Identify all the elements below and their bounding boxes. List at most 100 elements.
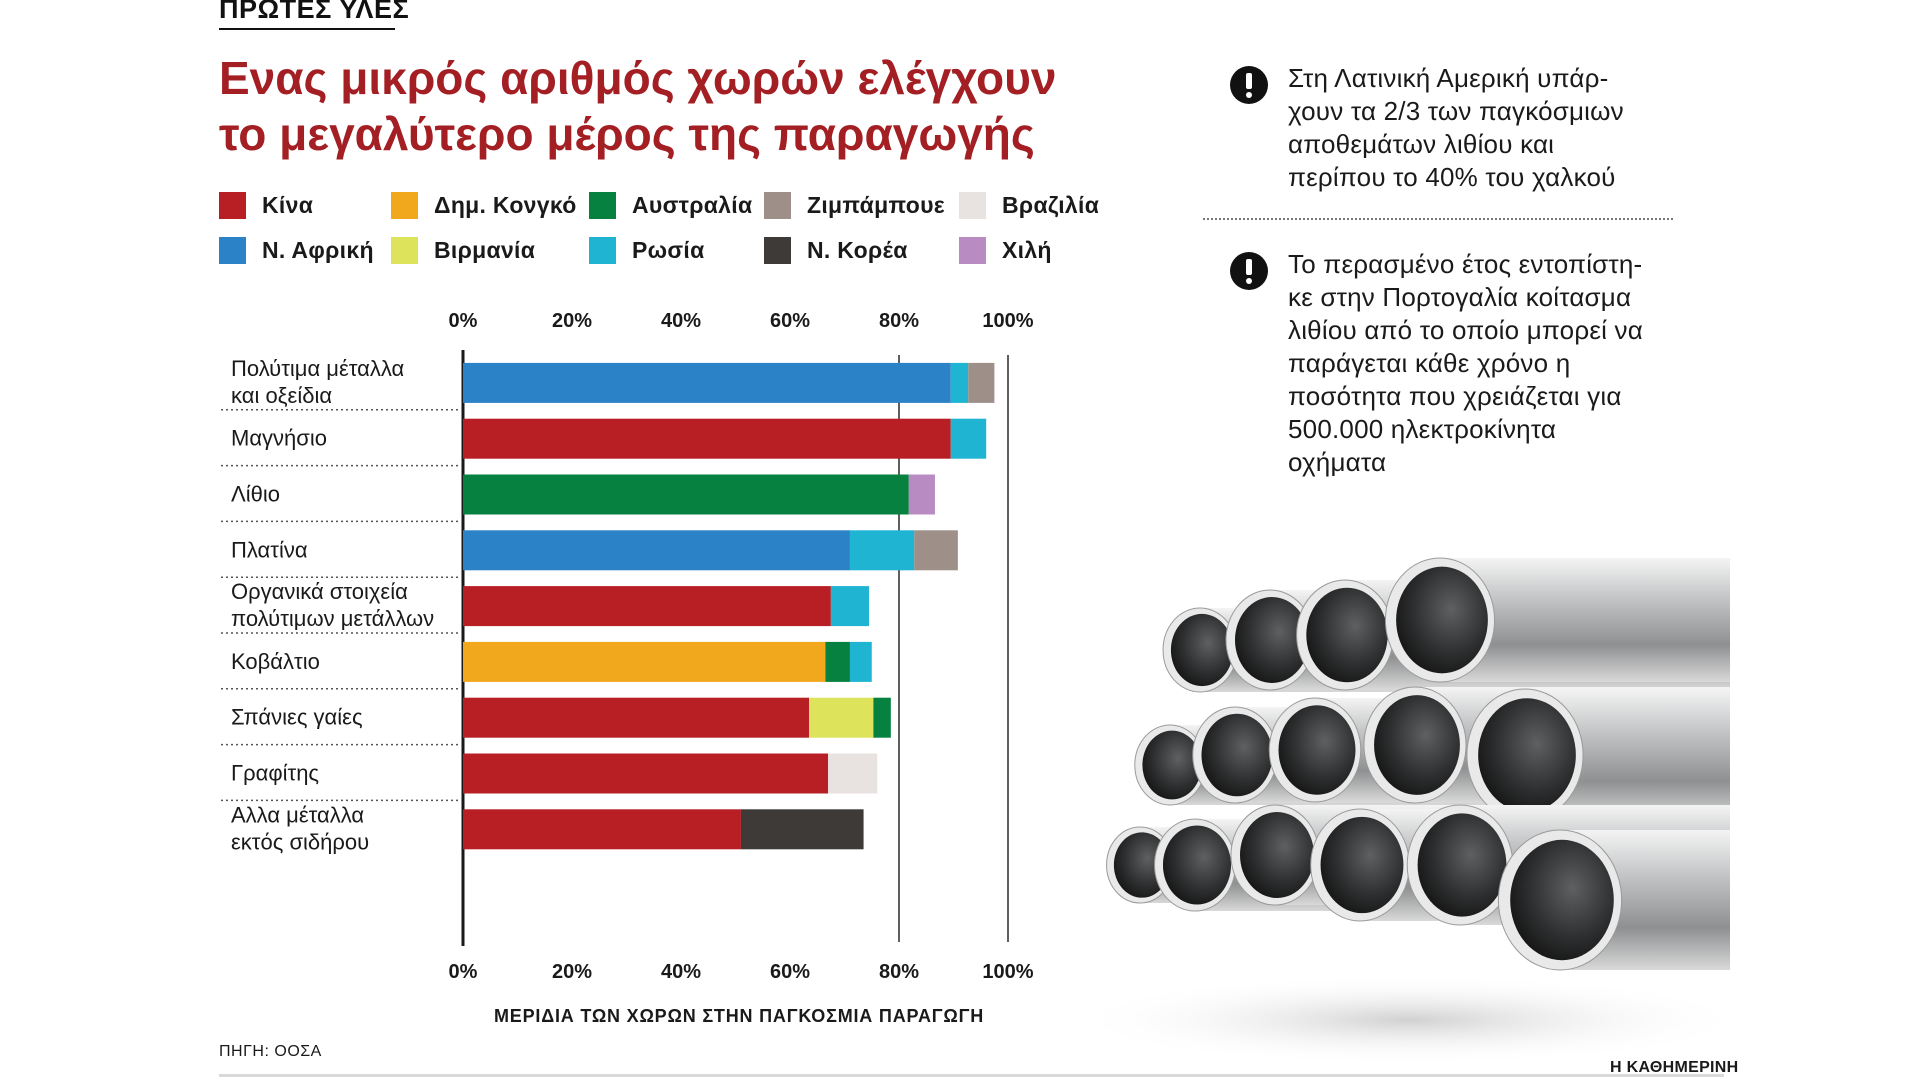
- legend-swatch: [219, 191, 246, 219]
- legend-swatch: [589, 236, 616, 264]
- legend-label: Ν. Κορέα: [807, 236, 908, 263]
- legend: Κίνα Δημ. Κονγκό Αυστραλία Ζιμπάμπουε Βραζιλ…: [219, 190, 1119, 280]
- bar-segment: [463, 474, 909, 515]
- x-tick-label-bottom: 40%: [661, 961, 701, 983]
- exclamation-icon: [1230, 252, 1268, 290]
- section-label: ΠΡΩΤΕΣ ΥΛΕΣ: [219, 0, 410, 24]
- x-tick-label-top: 80%: [879, 310, 919, 332]
- bar-segment: [463, 641, 826, 682]
- bar-segment: [463, 530, 850, 571]
- note-line: περίπου το 40% του χαλκού: [1288, 162, 1616, 192]
- legend-item: Χιλή: [959, 235, 1052, 265]
- legend-item: Δημ. Κονγκό: [391, 190, 577, 220]
- category-label: και οξείδια: [231, 383, 332, 408]
- x-tick-label-top: 20%: [552, 310, 592, 332]
- category-label: Πολύτιμα μέταλλα: [231, 356, 405, 381]
- legend-item: Βραζιλία: [959, 190, 1099, 220]
- legend-swatch: [959, 236, 986, 264]
- x-tick-label-top: 40%: [661, 310, 701, 332]
- note-line: Στη Λατινική Αμερική υπάρ-: [1288, 63, 1609, 93]
- category-label: Σπάνιες γαίες: [231, 705, 363, 730]
- legend-label: Δημ. Κονγκό: [434, 191, 577, 218]
- legend-swatch: [764, 236, 791, 264]
- note-line: παράγεται κάθε χρόνο η: [1288, 348, 1571, 378]
- category-label: Λίθιο: [231, 482, 280, 507]
- legend-label: Χιλή: [1002, 236, 1052, 263]
- legend-swatch: [589, 191, 616, 219]
- x-tick-label-bottom: 0%: [449, 961, 478, 983]
- x-tick-label-top: 0%: [449, 310, 478, 332]
- note-line: χουν τα 2/3 των παγκόσμιων: [1288, 96, 1624, 126]
- category-label: πολύτιμων μετάλλων: [231, 606, 434, 631]
- note-line: Το περασμένο έτος εντοπίστη-: [1288, 249, 1643, 279]
- legend-item: Ρωσία: [589, 235, 705, 265]
- bottom-rule: [219, 1074, 1724, 1077]
- bar-segment: [828, 753, 878, 794]
- legend-label: Βραζιλία: [1002, 191, 1100, 218]
- legend-label: Κίνα: [262, 191, 314, 218]
- legend-label: Βιρμανία: [434, 236, 536, 263]
- bar-segment: [849, 641, 872, 682]
- x-tick-label-bottom: 100%: [982, 961, 1033, 983]
- bar-segment: [830, 586, 870, 627]
- bar-segment: [463, 697, 810, 738]
- note-line: κε στην Πορτογαλία κοίτασμα: [1288, 282, 1632, 312]
- bar-segment: [950, 362, 969, 403]
- bar-segment: [463, 418, 951, 459]
- legend-item: Βιρμανία: [391, 235, 535, 265]
- note-line: 500.000 ηλεκτροκίνητα: [1288, 414, 1557, 444]
- note-text: Στη Λατινική Αμερική υπάρ-χουν τα 2/3 τω…: [1288, 62, 1688, 194]
- category-label: Οργανικά στοιχεία: [231, 579, 408, 604]
- source-credit: ΠΗΓΗ: ΟΟΣΑ: [219, 1043, 322, 1060]
- headline-line-2: το μεγαλύτερο μέρος της παραγωγής: [219, 108, 1035, 160]
- category-label: Πλατίνα: [231, 537, 308, 562]
- x-tick-label-top: 100%: [982, 310, 1033, 332]
- legend-swatch: [219, 236, 246, 264]
- bar-segment: [463, 809, 741, 850]
- legend-item: Αυστραλία: [589, 190, 752, 220]
- category-label: Μαγνήσιο: [231, 426, 327, 451]
- legend-swatch: [391, 236, 418, 264]
- legend-label: Ν. Αφρική: [262, 236, 374, 263]
- exclamation-icon: [1230, 66, 1268, 104]
- pipe: [1497, 829, 1730, 971]
- section-underline: [219, 28, 395, 30]
- category-label: Αλλα μέταλλα: [231, 802, 364, 827]
- note-line: λιθίου από το οποίο μπορεί να: [1288, 315, 1643, 345]
- headline-line-1: Ενας μικρός αριθμός χωρών ελέγχουν: [219, 52, 1057, 104]
- x-tick-label-bottom: 20%: [552, 961, 592, 983]
- legend-swatch: [391, 191, 418, 219]
- steel-pipes-illustration: [1070, 557, 1730, 1065]
- category-label: εκτός σιδήρου: [231, 829, 369, 854]
- legend-swatch: [959, 191, 986, 219]
- pipe: [1384, 557, 1730, 683]
- bar-segment: [825, 641, 850, 682]
- bar-segment: [463, 586, 831, 627]
- bar-segment: [740, 809, 864, 850]
- legend-item: Κίνα: [219, 190, 313, 220]
- publisher-brand: Η ΚΑΘΗΜΕΡΙΝΗ: [1610, 1059, 1739, 1076]
- legend-label: Ζιμπάμπουε: [807, 191, 946, 218]
- x-tick-label-top: 60%: [770, 310, 810, 332]
- bar-segment: [809, 697, 874, 738]
- note-divider: [1203, 218, 1673, 220]
- legend-item: Ν. Αφρική: [219, 235, 374, 265]
- bar-segment: [908, 474, 935, 515]
- legend-item: Ν. Κορέα: [764, 235, 908, 265]
- headline: Ενας μικρός αριθμός χωρών ελέγχουν το με…: [219, 50, 1119, 162]
- x-tick-label-bottom: 80%: [879, 961, 919, 983]
- pipe: [1466, 688, 1730, 822]
- legend-swatch: [764, 191, 791, 219]
- category-label: Κοβάλτιο: [231, 649, 320, 674]
- bar-segment: [873, 697, 891, 738]
- bar-segment: [849, 530, 915, 571]
- bar-segment: [950, 418, 987, 459]
- bar-segment: [968, 362, 995, 403]
- bar-segment: [463, 753, 829, 794]
- x-tick-label-bottom: 60%: [770, 961, 810, 983]
- bar-segment: [914, 530, 958, 571]
- note-text: Το περασμένο έτος εντοπίστη-κε στην Πορτ…: [1288, 248, 1688, 479]
- legend-label: Ρωσία: [632, 236, 705, 263]
- legend-item: Ζιμπάμπουε: [764, 190, 945, 220]
